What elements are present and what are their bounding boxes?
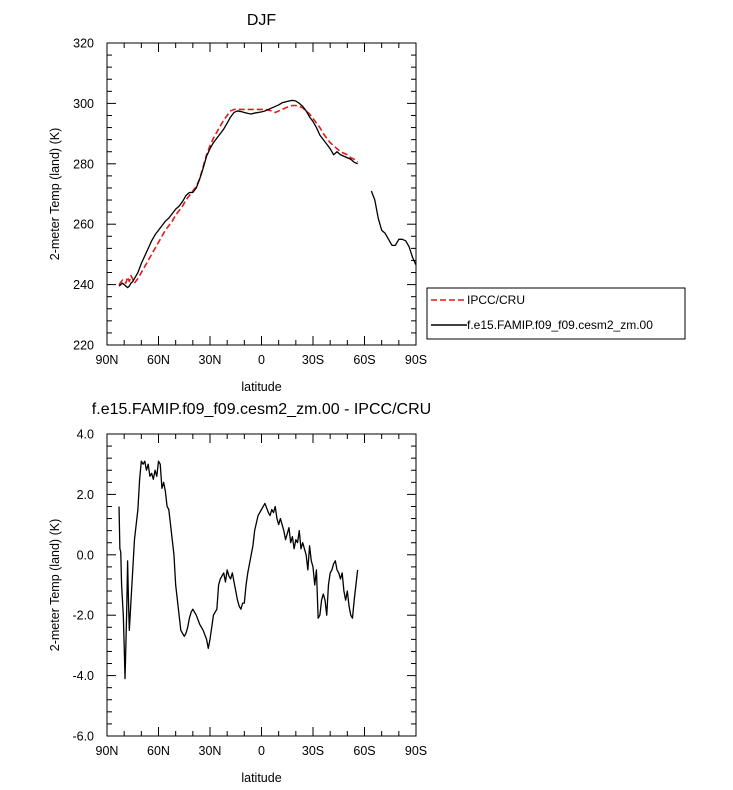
series-line-0: [118, 460, 359, 680]
bottom-panel-xlabel: latitude: [241, 771, 281, 785]
legend-label-ipcc-cru: IPCC/CRU: [467, 293, 525, 307]
y-tick-label: 4.0: [77, 428, 94, 442]
y-tick-label: 240: [73, 278, 94, 292]
x-tick-label: 60N: [147, 744, 170, 758]
y-tick-label: 2.0: [77, 488, 94, 502]
top-panel-frame: [106, 42, 417, 346]
x-tick-label: 30S: [302, 744, 324, 758]
bottom-panel-ticks: 90N 60N 30N 0 30S 60S 90S -6.0 -4.0 -2.0 0.0 2.0 4.0: [72, 428, 427, 759]
top-panel-title: DJF: [247, 12, 277, 29]
bottom-panel-difference: f.e15.FAMIP.f09_f09.cesm2_zm.00 - IPCC/C…: [48, 401, 431, 785]
bottom-panel-title: f.e15.FAMIP.f09_f09.cesm2_zm.00 - IPCC/C…: [92, 401, 431, 418]
y-tick-label: 300: [73, 97, 94, 111]
x-tick-label: 90N: [96, 353, 119, 367]
bottom-panel-series: [118, 460, 359, 680]
x-tick-label: 90S: [405, 744, 427, 758]
y-tick-label: -4.0: [72, 669, 94, 683]
top-panel-ylabel: 2-meter Temp (land) (K): [48, 128, 62, 260]
top-panel-ticks: 90N 60N 30N 0 30S 60S 90S 220 240 260 280 300 320: [73, 37, 427, 368]
top-panel-djf: DJF 90N 60N 30N 0 30S 60S 90S 220 240 260 280 300 32…: [48, 12, 427, 394]
x-tick-label: 90N: [96, 744, 119, 758]
x-tick-label: 30N: [199, 353, 222, 367]
x-tick-label: 0: [258, 353, 265, 367]
y-tick-label: 280: [73, 157, 94, 171]
y-tick-label: 220: [73, 339, 94, 353]
legend: IPCC/CRU f.e15.FAMIP.f09_f09.cesm2_zm.00: [426, 287, 686, 340]
x-tick-label: 60S: [353, 353, 375, 367]
x-tick-label: 60N: [147, 353, 170, 367]
x-tick-label: 30N: [199, 744, 222, 758]
x-tick-label: 30S: [302, 353, 324, 367]
y-tick-label: -6.0: [72, 730, 94, 744]
series-line-0: [118, 104, 359, 286]
y-tick-label: 320: [73, 37, 94, 51]
top-panel-series: [118, 99, 417, 289]
x-tick-label: 60S: [353, 744, 375, 758]
legend-box: [426, 287, 686, 340]
bottom-panel-ylabel: 2-meter Temp (land) (K): [48, 519, 62, 651]
x-tick-label: 90S: [405, 353, 427, 367]
series-line-1: [118, 99, 417, 289]
x-tick-label: 0: [258, 744, 265, 758]
top-panel-xlabel: latitude: [241, 380, 281, 394]
y-tick-label: -2.0: [72, 609, 94, 623]
legend-label-cesm2: f.e15.FAMIP.f09_f09.cesm2_zm.00: [467, 318, 653, 332]
y-tick-label: 0.0: [77, 548, 94, 562]
y-tick-label: 260: [73, 218, 94, 232]
